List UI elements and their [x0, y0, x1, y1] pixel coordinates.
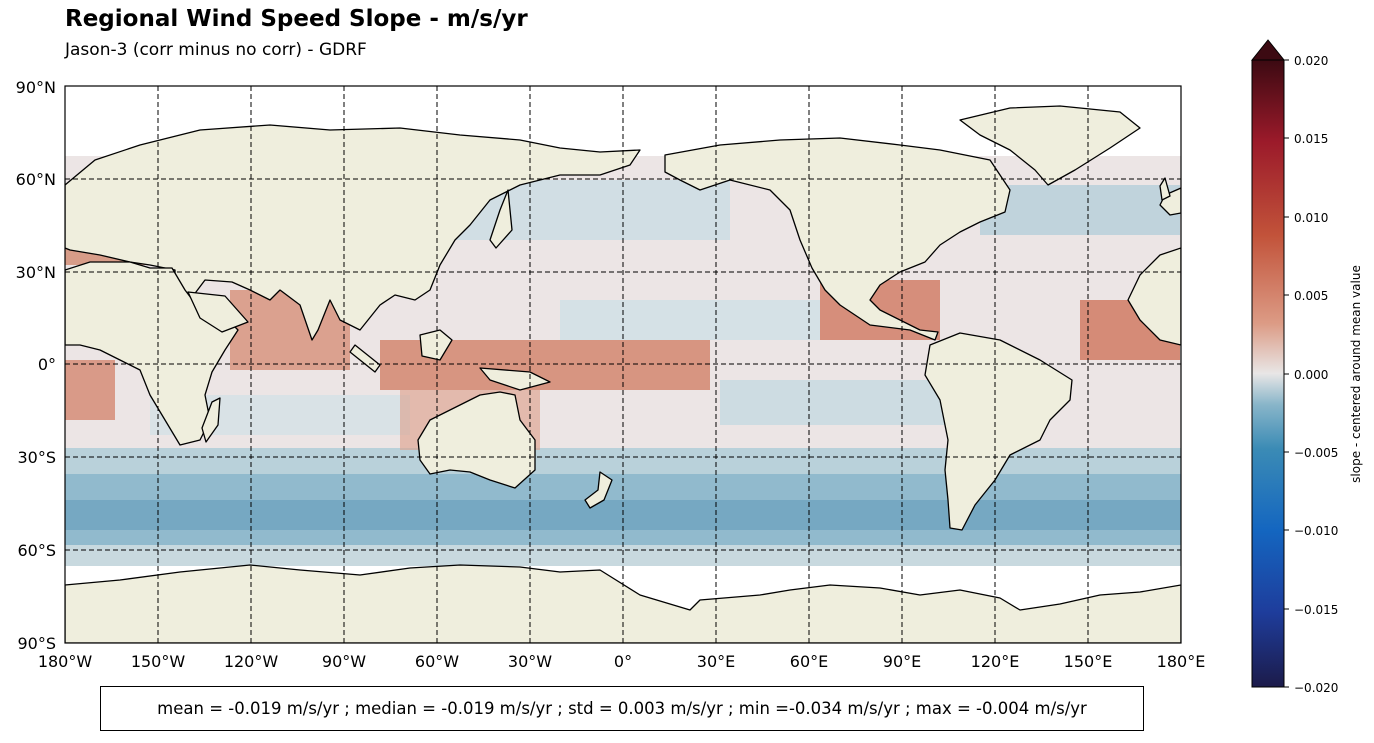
colorbar-tick-label: 0.010	[1294, 211, 1328, 225]
colorbar-tick-label: −0.020	[1294, 681, 1338, 695]
lon-axis: 180°W 150°W 120°W 90°W 60°W 30°W 0° 30°E…	[38, 652, 1206, 671]
lat-tick-label: 90°S	[17, 634, 56, 653]
colorbar-tick-label: 0.020	[1294, 54, 1328, 68]
lat-axis: 90°N 60°N 30°N 0° 30°S 60°S 90°S	[16, 78, 56, 653]
lat-tick-label: 30°N	[16, 263, 56, 282]
colorbar-tick-label: 0.015	[1294, 132, 1328, 146]
africa-east-edge	[1127, 247, 1181, 346]
colorbar-extend-arrow	[1250, 39, 1286, 61]
lat-tick-label: 60°S	[17, 541, 56, 560]
new-guinea	[479, 367, 551, 391]
lon-tick-label: 150°E	[1064, 652, 1113, 671]
lon-tick-label: 30°W	[508, 652, 552, 671]
lat-tick-label: 60°N	[16, 170, 56, 189]
lon-tick-label: 60°E	[790, 652, 828, 671]
lat-tick-label: 0°	[38, 355, 56, 374]
lon-tick-label: 60°W	[415, 652, 459, 671]
lon-tick-label: 0°	[614, 652, 632, 671]
colorbar-tick-label: 0.005	[1294, 289, 1328, 303]
lat-tick-label: 30°S	[17, 448, 56, 467]
lon-tick-label: 120°E	[971, 652, 1020, 671]
colorbar-gradient	[1252, 60, 1284, 687]
chart-subtitle: Jason-3 (corr minus no corr) - GDRF	[65, 40, 367, 60]
lon-tick-label: 30°E	[697, 652, 735, 671]
colorbar: 0.020 0.015 0.010 0.005 0.000 −0.005 −0.…	[1250, 39, 1363, 695]
lon-tick-label: 90°E	[883, 652, 921, 671]
map-frame	[64, 85, 1182, 644]
chart-title: Regional Wind Speed Slope - m/s/yr	[65, 6, 528, 32]
sumatra	[349, 344, 381, 373]
lon-tick-label: 180°E	[1157, 652, 1206, 671]
colorbar-tick-label: 0.000	[1294, 368, 1328, 382]
lon-tick-label: 180°W	[38, 652, 93, 671]
lon-tick-label: 150°W	[131, 652, 186, 671]
japan	[489, 189, 513, 249]
colorbar-tick-label: −0.005	[1294, 446, 1338, 460]
lat-tick-label: 90°N	[16, 78, 56, 97]
lon-tick-label: 90°W	[322, 652, 366, 671]
gridlines	[65, 86, 1181, 643]
british-isles	[1159, 177, 1171, 201]
madagascar	[201, 397, 221, 443]
colorbar-tick-label: −0.015	[1294, 603, 1338, 617]
colorbar-label: slope - centered around mean value	[1349, 265, 1363, 483]
greenland-landmass	[959, 105, 1141, 186]
colorbar-tick-label: −0.010	[1294, 524, 1338, 538]
arabia	[187, 291, 249, 333]
map-panel	[65, 86, 1181, 643]
north-america-landmass	[664, 137, 1011, 341]
australia-landmass	[417, 391, 536, 489]
lon-tick-label: 120°W	[224, 652, 279, 671]
new-zealand	[584, 471, 613, 509]
statistics-box: mean = -0.019 m/s/yr ; median = -0.019 m…	[100, 686, 1144, 731]
